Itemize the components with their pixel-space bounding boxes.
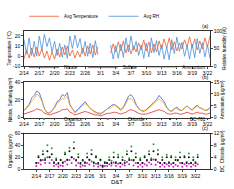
svg-text:3/1: 3/1	[99, 173, 106, 179]
svg-text:3/7: 3/7	[126, 173, 133, 179]
svg-text:(c): (c)	[202, 125, 208, 131]
svg-text:3/16: 3/16	[164, 173, 174, 179]
svg-text:10: 10	[214, 91, 220, 97]
svg-text:3/19: 3/19	[187, 121, 197, 127]
svg-text:2/26: 2/26	[80, 70, 90, 76]
svg-text:8: 8	[214, 142, 217, 148]
svg-text:0: 0	[214, 114, 217, 120]
svg-text:3/7: 3/7	[128, 70, 135, 76]
svg-text:Temperature (°C): Temperature (°C)	[7, 31, 12, 66]
svg-text:20: 20	[15, 154, 21, 160]
svg-text:Sulfate: Sulfate	[123, 65, 138, 70]
svg-text:20: 20	[15, 33, 21, 39]
svg-text:20: 20	[15, 97, 21, 103]
svg-text:3/13: 3/13	[157, 121, 167, 127]
svg-text:Relative humidity (%): Relative humidity (%)	[222, 27, 227, 70]
svg-text:3/10: 3/10	[138, 173, 148, 179]
svg-text:3/16: 3/16	[172, 121, 182, 127]
svg-text:Nitrate: Nitrate	[64, 65, 78, 70]
svg-text:4: 4	[214, 154, 217, 160]
svg-text:Organics (μg/m³): Organics (μg/m³)	[8, 134, 13, 168]
svg-text:0: 0	[17, 53, 20, 59]
svg-text:2/17: 2/17	[45, 173, 55, 179]
svg-text:3/13: 3/13	[157, 70, 167, 76]
svg-text:2/20: 2/20	[58, 173, 68, 179]
svg-text:BC-781: BC-781	[190, 117, 206, 122]
svg-text:3/10: 3/10	[141, 70, 151, 76]
svg-text:2/17: 2/17	[34, 121, 44, 127]
svg-text:0: 0	[17, 166, 20, 172]
svg-text:2/14: 2/14	[19, 70, 29, 76]
svg-text:3/19: 3/19	[187, 70, 197, 76]
svg-text:2/20: 2/20	[50, 70, 60, 76]
svg-text:(a): (a)	[202, 23, 208, 29]
svg-text:Nitrate, Sulfate(μg/m³): Nitrate, Sulfate(μg/m³)	[8, 77, 13, 122]
svg-text:Ammonium: Ammonium	[182, 65, 205, 70]
svg-text:3/22: 3/22	[203, 121, 213, 127]
svg-text:3/22: 3/22	[191, 173, 201, 179]
svg-text:60: 60	[15, 130, 21, 136]
svg-text:3/22: 3/22	[203, 70, 213, 76]
svg-text:50: 50	[214, 45, 220, 51]
svg-text:2/26: 2/26	[80, 121, 90, 127]
svg-text:0: 0	[214, 166, 217, 172]
svg-text:40: 40	[15, 142, 21, 148]
svg-text:2/14: 2/14	[19, 121, 29, 127]
svg-text:2/23: 2/23	[65, 70, 75, 76]
svg-text:2/23: 2/23	[65, 121, 75, 127]
svg-text:15: 15	[214, 79, 220, 85]
svg-text:3/1: 3/1	[97, 121, 104, 127]
svg-text:-10: -10	[13, 63, 20, 69]
svg-text:3/13: 3/13	[151, 173, 161, 179]
svg-text:3/7: 3/7	[128, 121, 135, 127]
svg-text:Chloride: Chloride	[128, 117, 145, 122]
svg-text:3/10: 3/10	[141, 121, 151, 127]
svg-text:3/4: 3/4	[112, 173, 119, 179]
svg-text:3/4: 3/4	[112, 121, 119, 127]
svg-text:3/4: 3/4	[112, 70, 119, 76]
svg-text:3/16: 3/16	[172, 70, 182, 76]
svg-text:(b): (b)	[202, 74, 208, 80]
svg-text:3/1: 3/1	[97, 70, 104, 76]
svg-text:40: 40	[15, 79, 21, 85]
svg-text:Organics: Organics	[64, 117, 83, 122]
svg-text:2/23: 2/23	[71, 173, 81, 179]
svg-text:5: 5	[214, 103, 217, 109]
svg-text:12: 12	[214, 130, 220, 136]
svg-text:3/19: 3/19	[177, 173, 187, 179]
svg-text:100: 100	[214, 28, 223, 34]
svg-text:D&T: D&T	[111, 179, 123, 185]
svg-text:2/14: 2/14	[31, 173, 41, 179]
svg-text:2/20: 2/20	[50, 121, 60, 127]
svg-text:Avg Temperature: Avg Temperature	[64, 14, 99, 19]
svg-text:Avg RH: Avg RH	[144, 14, 159, 19]
svg-text:0: 0	[17, 114, 20, 120]
svg-text:2/17: 2/17	[34, 70, 44, 76]
svg-text:2/26: 2/26	[84, 173, 94, 179]
svg-text:Ammonium (μg/m³): Ammonium (μg/m³)	[220, 80, 225, 119]
svg-text:10: 10	[15, 43, 21, 49]
svg-text:0: 0	[214, 63, 217, 69]
svg-text:BC, Chloride (μg/m³): BC, Chloride (μg/m³)	[220, 130, 225, 172]
